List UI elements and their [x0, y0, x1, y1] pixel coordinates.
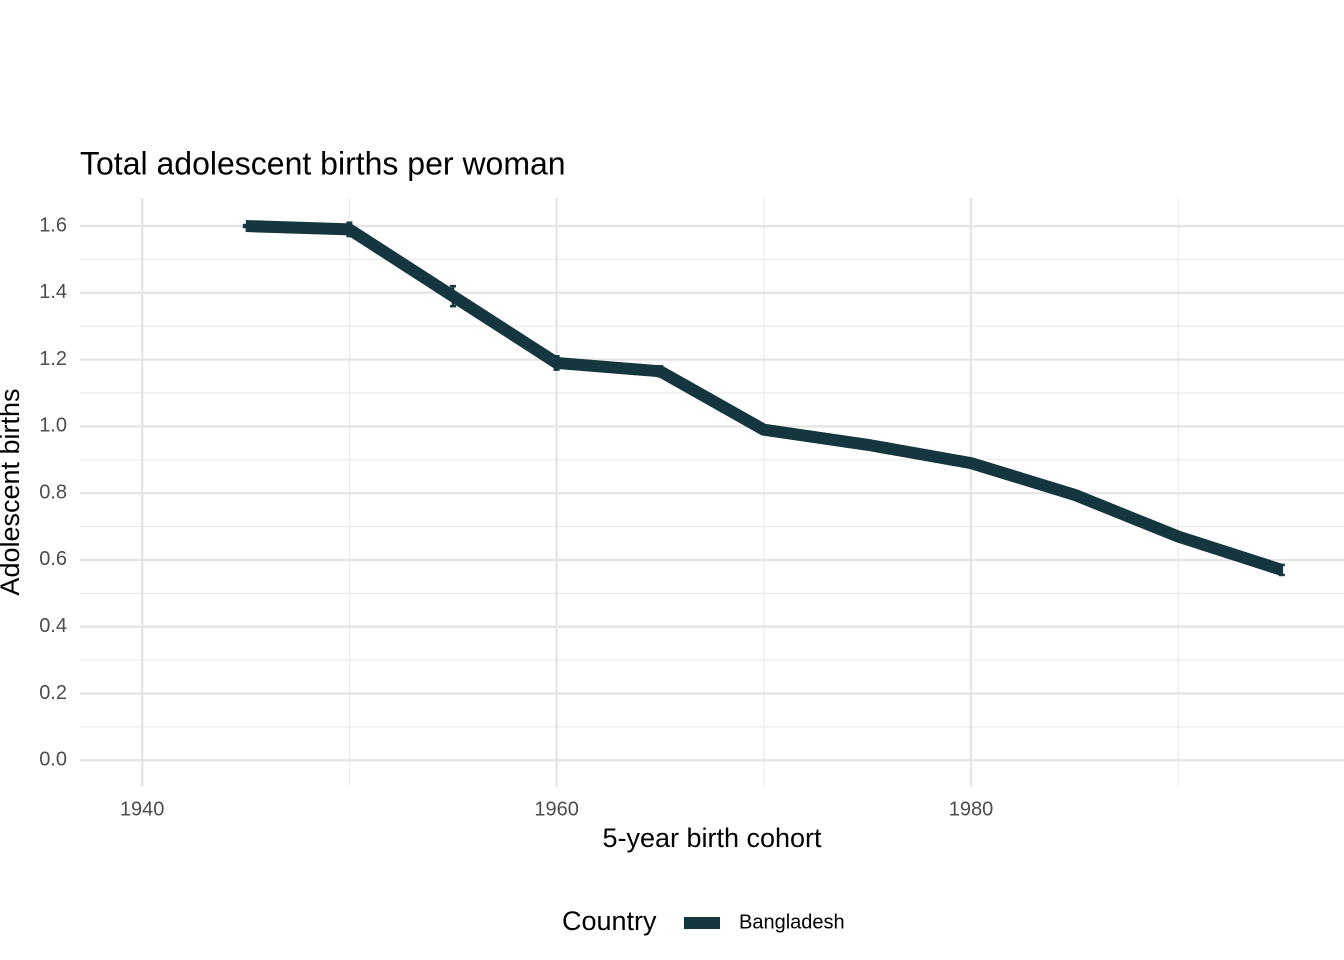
y-tick-label: 1.0	[39, 415, 67, 437]
x-tick-label: 1940	[120, 798, 165, 820]
y-tick-label: 0.8	[39, 481, 67, 503]
chart-title: Total adolescent births per woman	[80, 145, 566, 181]
x-tick-label: 1960	[534, 798, 579, 820]
y-tick-label: 0.2	[39, 682, 67, 704]
legend-title: Country	[562, 906, 657, 936]
y-tick-label: 0.6	[39, 548, 67, 570]
y-tick-label: 0.0	[39, 749, 67, 771]
y-tick-label: 1.6	[39, 214, 67, 236]
x-tick-label: 1980	[949, 798, 994, 820]
x-axis-label: 5-year birth cohort	[602, 823, 822, 853]
y-tick-label: 0.4	[39, 615, 67, 637]
y-tick-label: 1.2	[39, 348, 67, 370]
y-axis-label: Adolescent births	[0, 388, 25, 595]
y-tick-label: 1.4	[39, 281, 67, 303]
legend-label: Bangladesh	[739, 911, 845, 933]
line	[245, 220, 1284, 576]
